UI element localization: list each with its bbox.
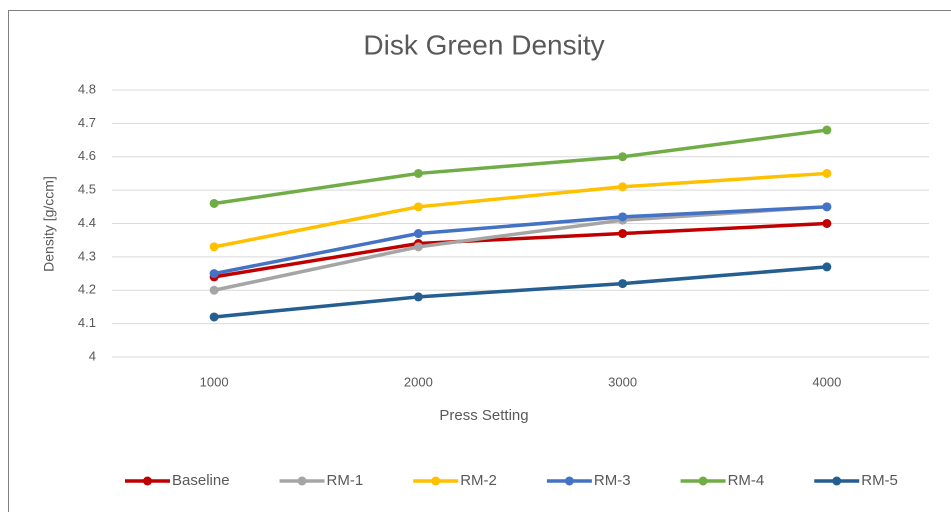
y-axis-label: Density [g/ccm] <box>41 176 57 272</box>
data-point <box>209 285 219 295</box>
y-tick-label: 4.7 <box>78 115 96 130</box>
x-tick-label: 1000 <box>200 374 229 389</box>
data-point <box>413 168 423 178</box>
legend-marker <box>832 476 842 486</box>
y-tick-label: 4.6 <box>78 148 96 163</box>
data-point <box>618 182 628 192</box>
data-point <box>618 152 628 162</box>
x-tick-label: 3000 <box>608 374 637 389</box>
series-line <box>213 221 827 279</box>
y-tick-label: 4.4 <box>78 215 96 230</box>
legend-label: RM-3 <box>594 472 631 489</box>
legend-label: RM-1 <box>327 472 364 489</box>
data-point <box>618 229 628 239</box>
data-point <box>209 269 219 279</box>
series-line <box>213 171 827 249</box>
legend-label: Baseline <box>172 472 230 489</box>
legend-marker <box>698 476 708 486</box>
legend-label: RM-2 <box>460 472 497 489</box>
data-point <box>413 242 423 252</box>
legend-marker <box>143 476 152 486</box>
data-point <box>209 198 219 208</box>
data-point <box>413 229 423 239</box>
chart-border <box>8 10 951 512</box>
y-tick-label: 4.3 <box>78 248 96 263</box>
series-line <box>213 205 827 276</box>
y-tick-label: 4.5 <box>78 182 96 197</box>
x-tick-label: 2000 <box>404 374 433 389</box>
data-point <box>822 125 832 135</box>
x-tick-label: 4000 <box>812 374 841 389</box>
series-line <box>213 265 828 319</box>
data-point <box>209 242 219 252</box>
x-axis-label: Press Setting <box>439 407 528 424</box>
data-point <box>618 212 628 222</box>
data-point <box>618 279 628 289</box>
y-tick-label: 4.8 <box>78 81 96 96</box>
legend-marker <box>564 476 574 486</box>
legend-label: RM-4 <box>728 472 765 489</box>
data-point <box>209 312 219 322</box>
legend-marker <box>431 476 441 486</box>
data-point <box>822 202 832 212</box>
series-line <box>213 128 828 206</box>
y-tick-label: 4.2 <box>78 282 96 297</box>
y-tick-label: 4 <box>89 348 96 363</box>
data-point <box>413 202 423 212</box>
data-point <box>822 219 832 228</box>
chart-title: Disk Green Density <box>363 29 604 60</box>
data-point <box>822 168 832 178</box>
data-point <box>413 292 423 302</box>
legend-marker <box>297 476 307 486</box>
data-point <box>822 262 832 272</box>
y-tick-label: 4.1 <box>78 315 96 330</box>
legend-label: RM-5 <box>861 472 898 489</box>
